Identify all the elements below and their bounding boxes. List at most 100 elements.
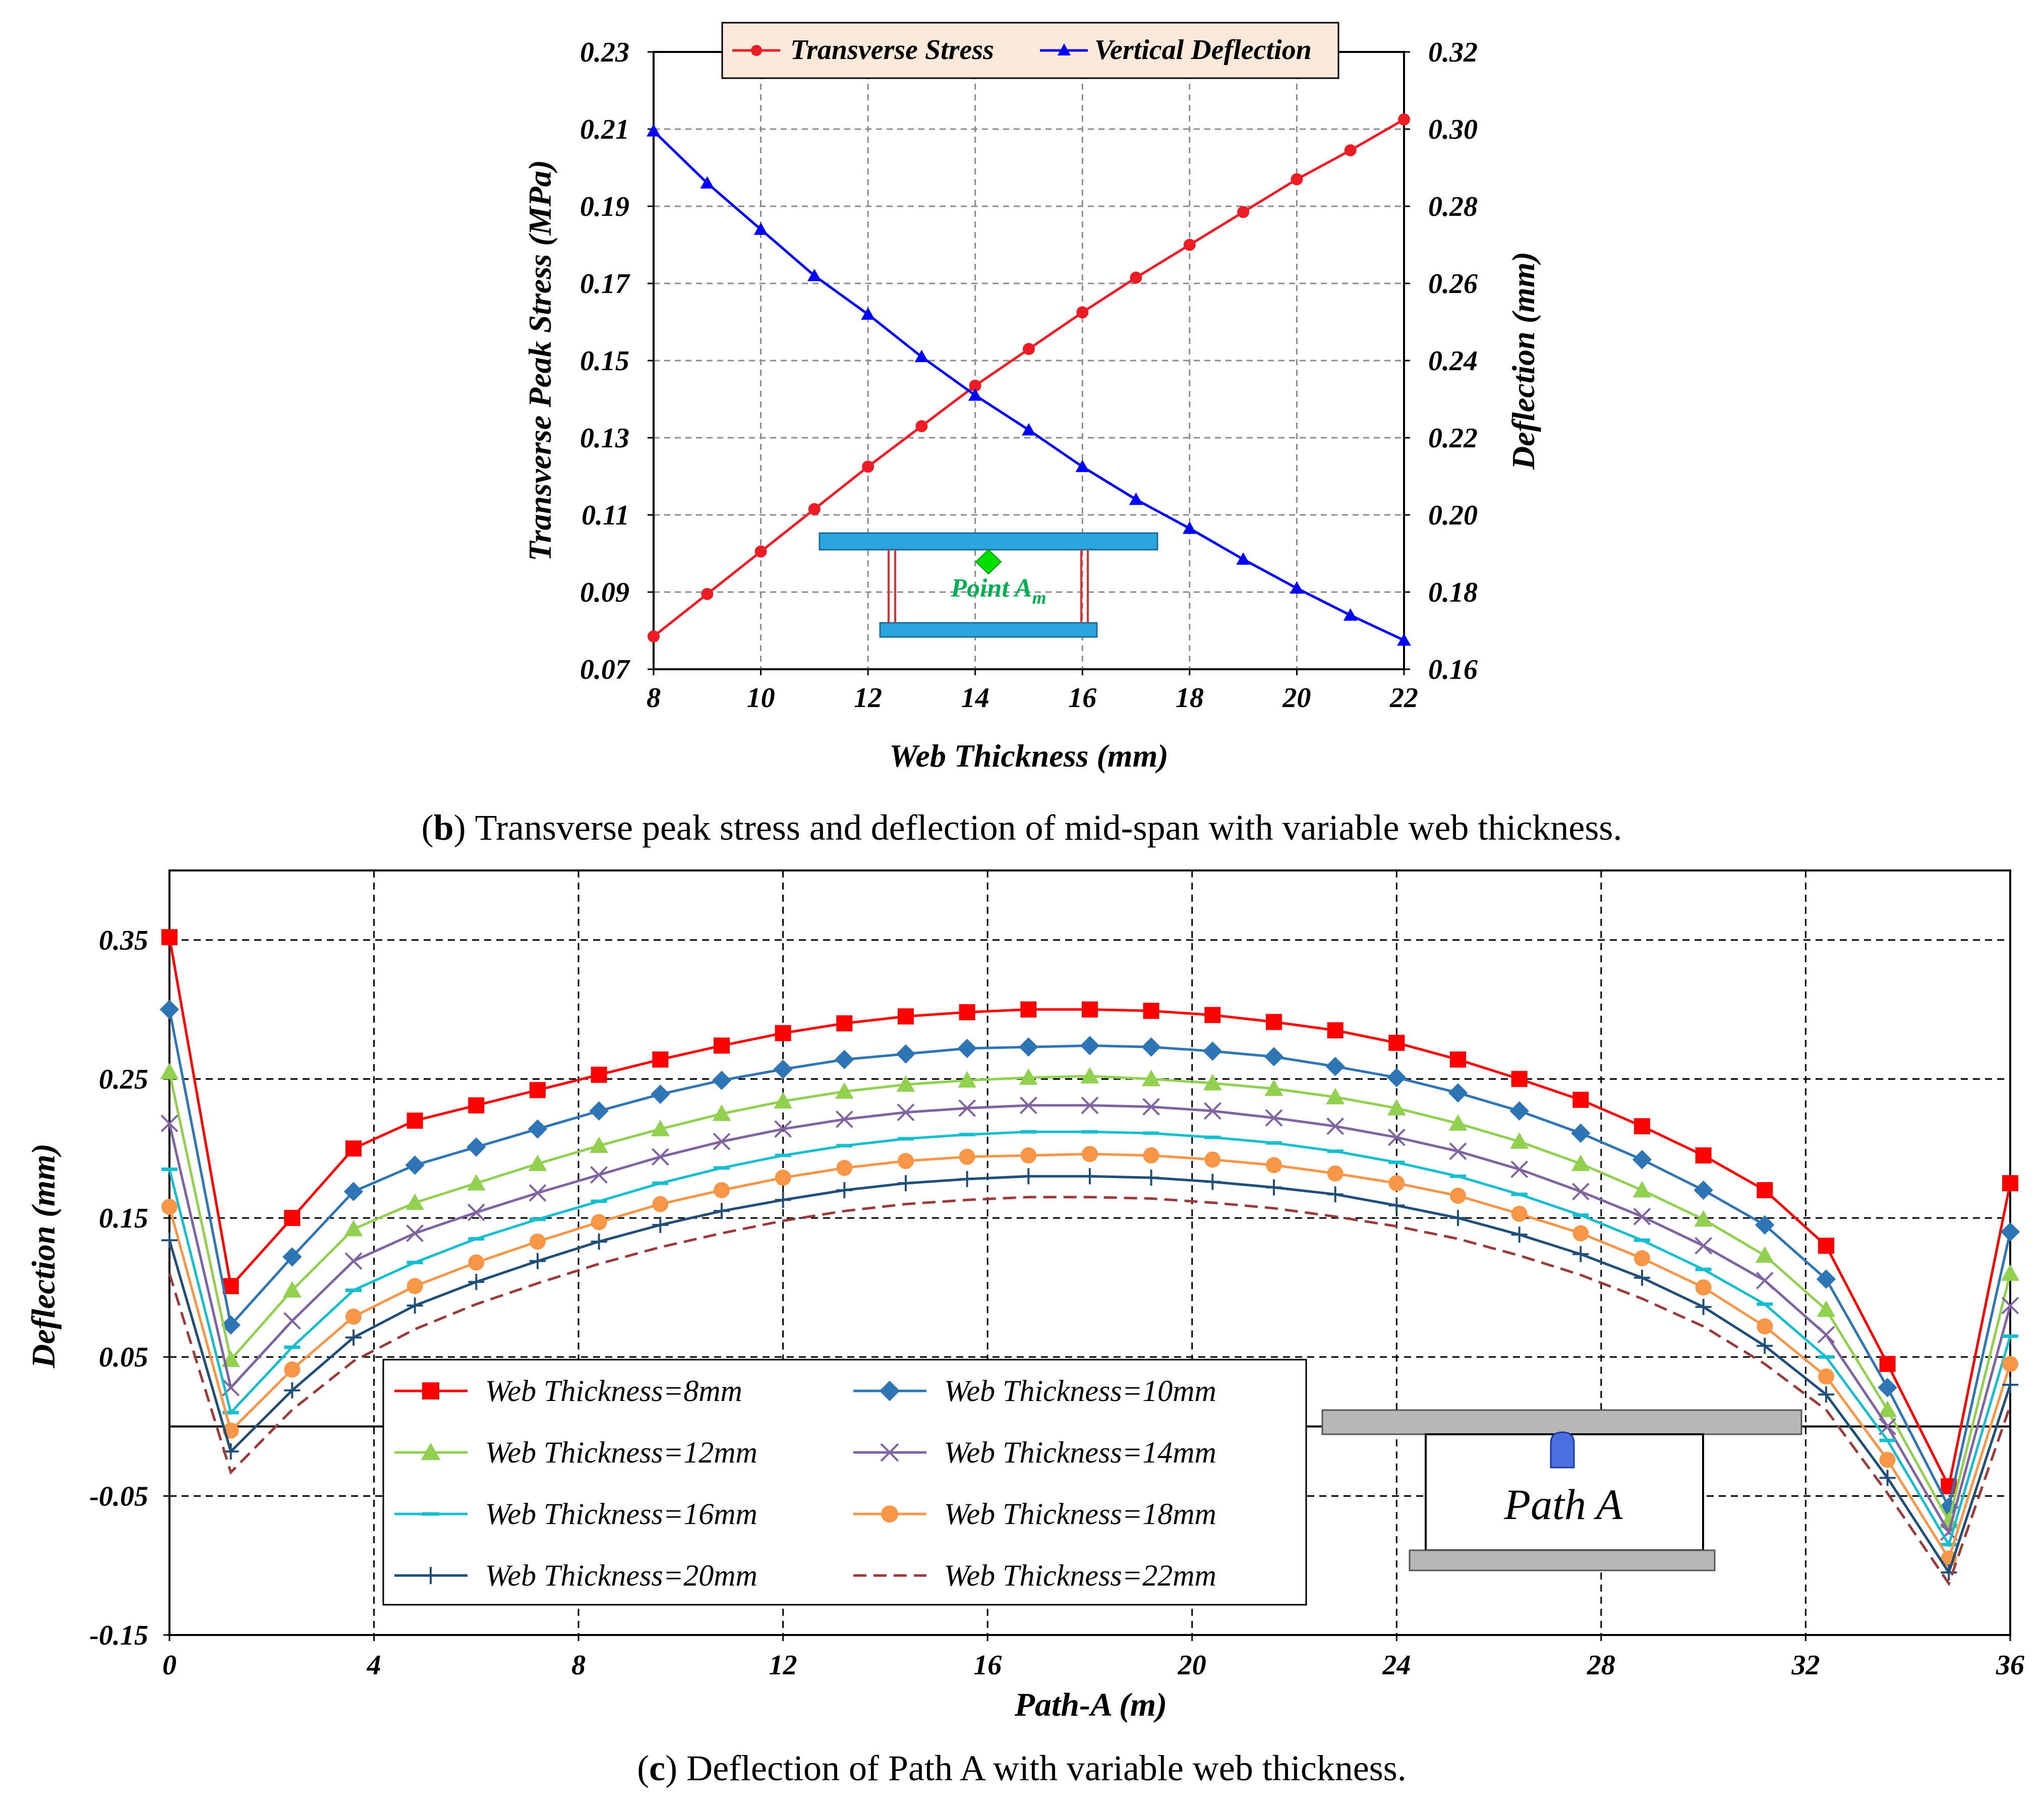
chart-c-point-web-12mm [835,1082,854,1099]
chart-b-point-stress [1344,144,1357,157]
chart-c-point-web-8mm [1695,1147,1712,1164]
chart-c-point-web-12mm [1080,1067,1099,1084]
chart-b-point-deflection [1022,423,1036,436]
chart-b-y-tick-label-left: 0.07 [580,654,630,685]
chart-c-point-web-20mm [1450,1210,1466,1227]
chart-c-point-web-20mm [959,1171,975,1187]
chart-c-point-web-8mm [1143,1003,1159,1019]
chart-b-point-deflection [861,307,875,320]
chart-c-point-web-16mm [1511,1192,1528,1196]
chart-c-point-web-10mm [282,1247,302,1267]
chart-c-inset-beam: Path A [1321,1409,1802,1571]
chart-c-point-web-10mm [712,1071,732,1090]
chart-b-y-tick-label-left: 0.21 [580,114,629,145]
chart-c-point-web-8mm [836,1015,853,1032]
chart-c-point-web-12mm [590,1136,609,1153]
chart-c-point-web-18mm [530,1233,546,1250]
chart-b-point-stress [808,503,821,515]
chart-c-point-web-18mm [1266,1157,1282,1174]
chart-c-point-web-20mm [1879,1470,1896,1486]
chart-c-point-web-16mm [959,1133,975,1137]
chart-b-y-tick-label-left: 0.15 [580,345,629,377]
chart-c-point-web-10mm [1571,1123,1591,1143]
chart-b-point-stress [1183,239,1196,251]
chart-b-point-stress [915,420,928,433]
chart-b-x-tick-label: 20 [1282,682,1311,714]
chart-c-point-web-20mm [1757,1337,1773,1354]
chart-c-point-web-12mm [651,1120,670,1137]
chart-c-point-web-20mm [284,1382,301,1398]
chart-c-point-web-16mm [222,1411,239,1415]
chart-c-legend-label-web-20mm: Web Thickness=20mm [485,1559,757,1592]
chart-c-point-web-16mm [591,1199,607,1203]
chart-c-point-web-18mm [1204,1151,1221,1168]
chart-b-caption-letter: b [434,807,454,848]
chart-c-point-web-20mm [1634,1269,1650,1286]
chart-c-point-web-10mm [896,1044,916,1064]
chart-c-point-web-14mm [1756,1271,1774,1290]
chart-b-ticks: 8 10 12 14 16 18 20 22 0.07 0.09 0.11 0.13 0.15 0.17 0… [580,37,1478,714]
chart-c-point-web-12mm [1510,1132,1529,1149]
chart-c-point-web-12mm [405,1193,425,1210]
chart-c-y-tick-label: 0.25 [99,1064,148,1095]
chart-c-ticks: 0 4 8 12 16 20 24 28 32 36 -0.15 -0.05 0.05 0.15 0.25 0… [89,925,2024,1681]
chart-c-legend: Web Thickness=8mm Web Thickness=10mm Web T… [382,1359,1307,1606]
chart-c-point-web-18mm [652,1196,669,1212]
chart-b-legend-label-deflection: Vertical Deflection [1094,34,1312,66]
chart-c-point-web-12mm [774,1092,793,1108]
chart-c-point-web-18mm [775,1170,791,1186]
chart-c-caption-open: ( [637,1748,649,1788]
point-am-label-main: Point A [950,574,1032,603]
chart-c-point-web-16mm [898,1137,914,1141]
chart-c-point-web-12mm [1694,1210,1713,1227]
chart-b-point-deflection [700,176,715,189]
chart-b-y-tick-label-left: 0.13 [580,423,629,454]
chart-c-point-web-16mm [775,1153,791,1157]
chart-c-inset-bottom-flange [1409,1549,1716,1571]
chart-c-legend-label-web-18mm: Web Thickness=18mm [944,1497,1216,1531]
chart-c-point-web-20mm [836,1182,853,1198]
chart-c-legend-marker-web-20mm [422,1567,439,1584]
chart-b-y-tick-label-left: 0.23 [580,37,629,68]
chart-c-x-tick-label: 12 [769,1650,797,1681]
chart-b-point-deflection [1236,552,1250,565]
chart-b-legend-marker-stress [751,45,762,56]
chart-b-y-tick-label-right: 0.22 [1428,423,1478,454]
chart-c-point-web-16mm [406,1260,423,1264]
chart-c-point-web-10mm [957,1038,977,1059]
chart-c-point-web-14mm [1633,1207,1651,1225]
chart-c-point-web-14mm [344,1252,363,1270]
chart-b-point-deflection [914,349,929,363]
chart-c-plot-frame [168,869,2011,1636]
chart-b-legend-box [721,22,1339,79]
chart-c-x-tick-label: 28 [1587,1650,1615,1681]
chart-b-x-tick-label: 8 [647,682,661,714]
chart-c-point-web-10mm [159,1000,180,1019]
chart-c-point-web-8mm [1450,1051,1466,1068]
chart-b-point-deflection [807,268,822,281]
chart-c-point-web-16mm [2002,1334,2018,1338]
chart-c-point-web-18mm [1695,1279,1712,1296]
chart-b-y-tick-label-right: 0.24 [1428,345,1478,377]
chart-b-y-tick-label-right: 0.30 [1428,114,1478,145]
chart-c-point-web-12mm [1142,1070,1161,1086]
chart-c-point-web-8mm [1388,1034,1405,1051]
chart-c-point-web-14mm [590,1166,608,1184]
chart-c-point-web-14mm [774,1120,792,1138]
chart-c-point-web-16mm [161,1167,178,1172]
chart-c-point-web-16mm [1082,1130,1098,1134]
chart-c-point-web-12mm [712,1104,731,1121]
chart-c-point-web-20mm [1020,1168,1037,1185]
chart-c-point-web-20mm [345,1329,362,1346]
chart-c-point-web-8mm [1757,1182,1773,1198]
chart-c-point-web-20mm [1204,1174,1221,1190]
chart-c-point-web-16mm [1818,1355,1834,1359]
point-am-label-subscript: m [1032,588,1046,608]
chart-c-x-tick-label: 16 [973,1650,1002,1681]
chart-b-x-tick-label: 10 [747,682,775,714]
chart-c-point-web-12mm [160,1063,179,1080]
chart-c-point-web-20mm [1388,1197,1405,1214]
chart-c-point-web-14mm [835,1110,853,1128]
chart-b-point-stress [648,630,660,643]
